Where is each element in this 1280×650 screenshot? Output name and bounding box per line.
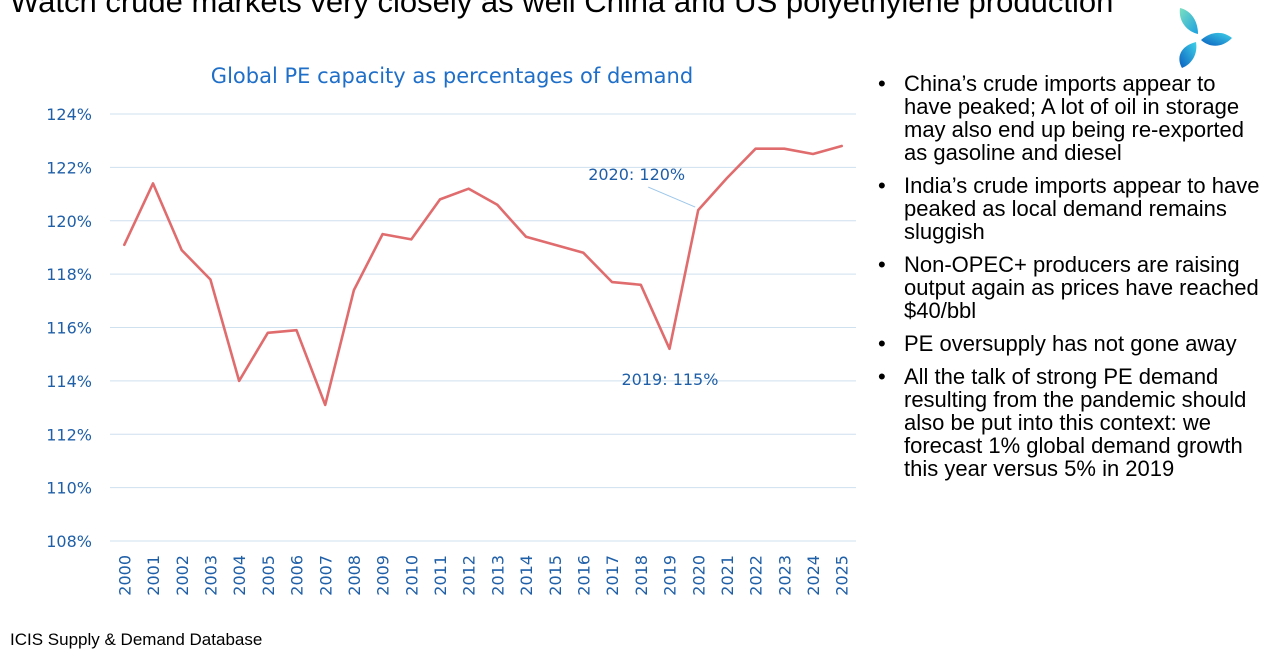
x-tick-label: 2000 (115, 555, 134, 596)
x-tick-label: 2006 (288, 555, 307, 596)
bullet-text: India’s crude imports appear to have pea… (904, 173, 1260, 244)
x-tick-label: 2001 (144, 555, 163, 596)
y-tick-label: 116% (46, 319, 92, 338)
x-tick-label: 2011 (431, 555, 450, 596)
x-tick-label: 2004 (230, 555, 249, 596)
x-tick-label: 2005 (259, 555, 278, 596)
y-tick-label: 110% (46, 479, 92, 498)
slide-title: Watch crude markets very closely as well… (10, 0, 1114, 19)
x-tick-label: 2024 (804, 555, 823, 596)
annotation-label: 2019: 115% (622, 370, 719, 389)
x-tick-label: 2022 (747, 555, 766, 596)
x-tick-label: 2009 (374, 555, 393, 596)
series-line (123, 144, 844, 407)
bullet-item: • PE oversupply has not gone away (878, 331, 1237, 356)
line-chart: 108% 110% 112% 114% 116% 118% 120% 122% 124% 2000… (46, 105, 856, 596)
annotation-leader (647, 186, 696, 208)
x-tick-label: 2021 (718, 555, 737, 596)
bullet-text: Non-OPEC+ producers are raising output a… (904, 252, 1259, 323)
x-tick-label: 2015 (546, 555, 565, 596)
x-tick-label: 2010 (402, 555, 421, 596)
y-tick-label: 112% (46, 425, 92, 444)
source-note: ICIS Supply & Demand Database (10, 630, 263, 649)
x-tick-label: 2008 (345, 555, 364, 596)
bullet-item: • India’s crude imports appear to have pe… (878, 173, 1260, 244)
x-tick-label: 2023 (775, 555, 794, 596)
y-tick-label: 108% (46, 532, 92, 551)
x-tick-label: 2002 (173, 555, 192, 596)
x-tick-label: 2018 (632, 555, 651, 596)
bullet-item: • China’s crude imports appear to have pe… (878, 71, 1244, 165)
y-tick-label: 114% (46, 372, 92, 391)
chart-title: Global PE capacity as percentages of dem… (210, 64, 694, 88)
y-tick-label: 124% (46, 105, 92, 124)
x-tick-label: 2014 (517, 555, 536, 596)
x-tick-label: 2016 (575, 555, 594, 596)
x-tick-label: 2020 (689, 555, 708, 596)
y-tick-label: 118% (46, 265, 92, 284)
y-tick-label: 122% (46, 158, 92, 177)
bullet-item: • All the talk of strong PE demand result… (878, 364, 1247, 481)
bullet-list: • China’s crude imports appear to have pe… (876, 72, 1266, 490)
bullet-text: PE oversupply has not gone away (904, 331, 1237, 356)
x-tick-label: 2007 (316, 555, 335, 596)
bullet-text: All the talk of strong PE demand resulti… (904, 364, 1247, 481)
bullet-item: • Non-OPEC+ producers are raising output … (878, 252, 1259, 323)
icis-logo-icon (1179, 8, 1232, 68)
x-tick-label: 2025 (833, 555, 852, 596)
x-tick-label: 2017 (603, 555, 622, 596)
bullet-text: China’s crude imports appear to have pea… (904, 71, 1244, 165)
x-tick-label: 2003 (202, 555, 221, 596)
x-tick-label: 2012 (460, 555, 479, 596)
x-tick-label: 2019 (661, 555, 680, 596)
y-tick-label: 120% (46, 212, 92, 231)
x-tick-label: 2013 (488, 555, 507, 596)
annotation-label: 2020: 120% (588, 165, 685, 184)
